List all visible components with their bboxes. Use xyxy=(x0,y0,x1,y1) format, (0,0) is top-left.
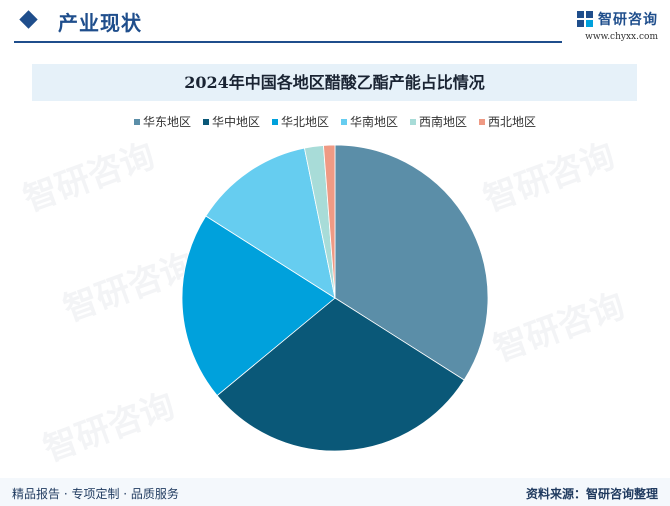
legend-item: 华南地区 xyxy=(341,113,398,130)
brand-name: 智研咨询 xyxy=(598,12,658,28)
legend-item: 华北地区 xyxy=(271,113,329,130)
footer: 精品报告 · 专项定制 · 品质服务 资料来源：智研咨询整理 xyxy=(0,478,670,506)
footer-source: 资料来源：智研咨询整理 xyxy=(525,487,658,501)
pie-slice-4 xyxy=(205,147,336,299)
legend-label: 华南地区 xyxy=(350,115,399,129)
pie-chart xyxy=(181,144,489,452)
header-divider xyxy=(14,41,562,43)
legend-item: 西南地区 xyxy=(410,113,467,130)
legend-swatch xyxy=(133,118,140,125)
footer-tagline: 精品报告 · 专项定制 · 品质服务 xyxy=(12,487,179,501)
legend-label: 华中地区 xyxy=(211,115,260,129)
brand[interactable]: 智研咨询 www.chyxx.com xyxy=(576,9,658,42)
chart-title-band: 2024年中国各地区醋酸乙酯产能占比情况 xyxy=(32,64,637,101)
legend-swatch xyxy=(202,118,209,125)
brand-url[interactable]: www.chyxx.com xyxy=(585,32,658,42)
chart-legend: 华东地区 华中地区 华北地区 华南地区 西南地区 西北地区 xyxy=(0,113,670,130)
legend-label: 西北地区 xyxy=(488,115,537,129)
pie-slice-1 xyxy=(334,144,489,381)
legend-item: 西北地区 xyxy=(479,113,536,130)
legend-label: 西南地区 xyxy=(419,115,468,129)
legend-swatch xyxy=(341,118,347,125)
pie-slice-2 xyxy=(216,297,465,452)
legend-swatch xyxy=(479,118,486,125)
legend-item: 华中地区 xyxy=(202,113,260,130)
legend-label: 华东地区 xyxy=(142,115,191,129)
legend-swatch xyxy=(410,118,417,125)
legend-swatch xyxy=(271,118,278,125)
legend-item: 华东地区 xyxy=(133,113,191,130)
header: 产业现状 智研咨询 www.chyxx.com xyxy=(0,0,670,46)
pie-slice-6 xyxy=(323,144,336,299)
brand-logo-icon xyxy=(577,11,593,27)
pie-slice-3 xyxy=(181,215,336,397)
legend-label: 华北地区 xyxy=(280,115,329,129)
section-title: 产业现状 xyxy=(58,11,142,35)
chart-title: 2024年中国各地区醋酸乙酯产能占比情况 xyxy=(184,73,485,92)
